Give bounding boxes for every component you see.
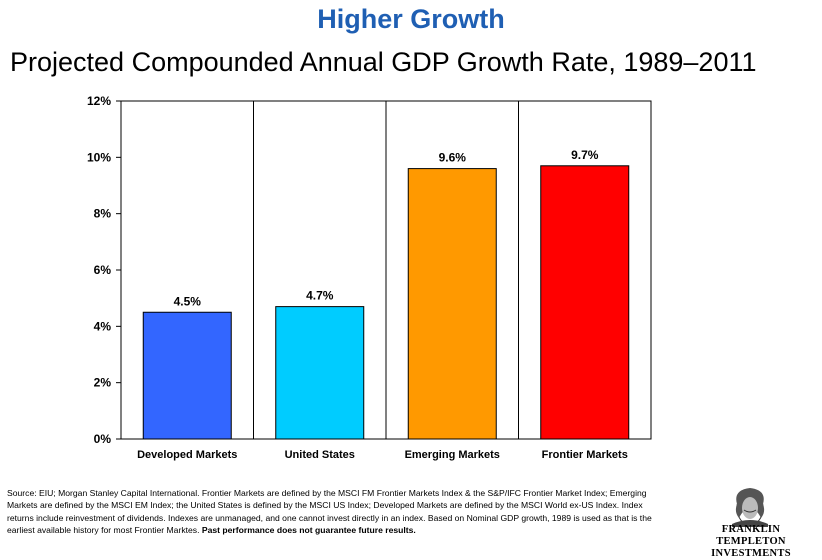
x-tick-label: Developed Markets	[137, 449, 237, 461]
bar	[142, 311, 232, 440]
y-tick-label: 12%	[87, 94, 111, 108]
bar	[407, 168, 497, 440]
franklin-portrait-logo-icon	[732, 488, 768, 527]
company-logo-text: FRANKLIN TEMPLETON INVESTMENTS	[686, 524, 816, 560]
y-tick-label: 2%	[94, 376, 112, 390]
y-tick-label: 0%	[94, 432, 112, 446]
y-tick-label: 10%	[87, 150, 111, 164]
y-tick-label: 8%	[94, 207, 112, 221]
source-footnote: Source: EIU; Morgan Stanley Capital Inte…	[7, 487, 667, 536]
data-label: 4.7%	[306, 289, 334, 303]
data-label: 9.7%	[571, 148, 599, 162]
bar	[540, 165, 630, 440]
footnote-text: Source: EIU; Morgan Stanley Capital Inte…	[7, 488, 652, 535]
headline: Higher Growth	[317, 4, 505, 34]
logo-line-1: FRANKLIN TEMPLETON	[716, 524, 786, 547]
x-tick-label: Emerging Markets	[405, 449, 500, 461]
bar	[275, 306, 365, 440]
bar-chart: 0% 2% 4% 6% 8% 10% 12% 4.5% Developed Markets 4.7…	[87, 94, 652, 461]
y-tick-label: 4%	[94, 319, 112, 333]
logo-line-2: INVESTMENTS	[711, 548, 791, 559]
y-tick-label: 6%	[94, 263, 112, 277]
chart-title: Projected Compounded Annual GDP Growth R…	[10, 47, 757, 77]
footnote-disclaimer: Past performance does not guarantee futu…	[201, 524, 416, 535]
data-label: 9.6%	[439, 151, 467, 165]
data-label: 4.5%	[174, 294, 202, 308]
x-tick-label: United States	[285, 449, 355, 461]
x-tick-label: Frontier Markets	[542, 449, 628, 461]
